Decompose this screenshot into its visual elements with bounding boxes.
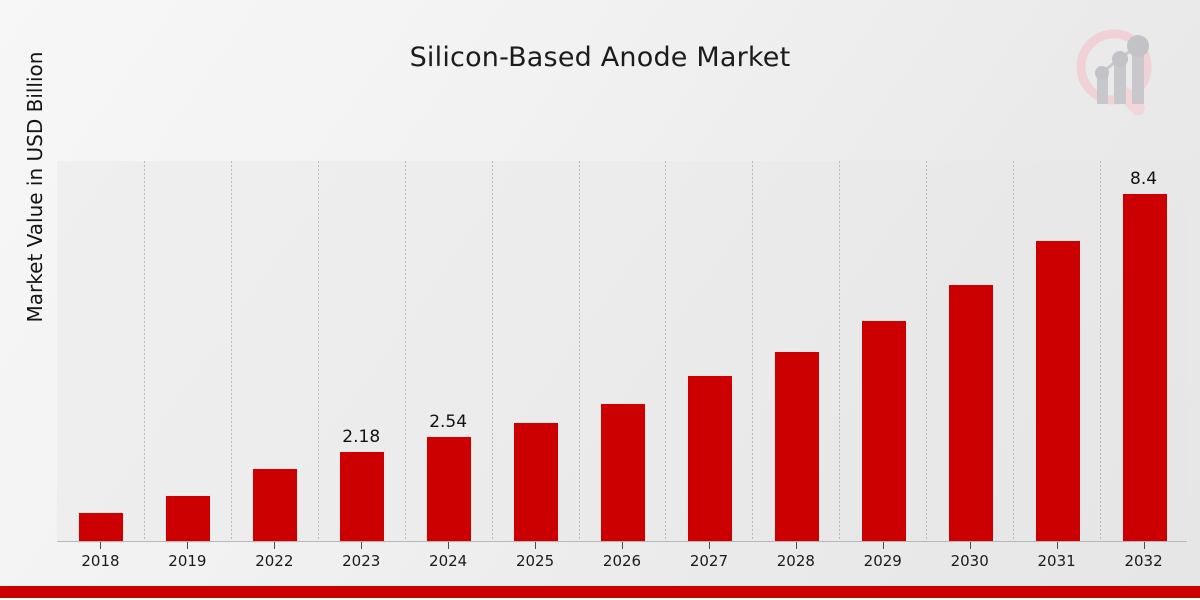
y-axis-label: Market Value in USD Billion	[23, 51, 47, 323]
gridline	[1100, 161, 1102, 542]
gridline	[491, 161, 493, 542]
x-axis-tick-label: 2024	[429, 552, 468, 570]
x-axis-tick-label: 2032	[1124, 552, 1163, 570]
x-axis-tick	[448, 542, 450, 549]
x-axis-tick	[882, 542, 884, 549]
x-axis-tick	[535, 542, 537, 549]
bar-value-label: 2.54	[429, 411, 468, 432]
x-axis-tick-label: 2023	[342, 552, 381, 570]
x-axis-tick-label: 2022	[255, 552, 294, 570]
gridline	[752, 161, 754, 542]
x-axis-tick	[795, 542, 797, 549]
x-axis-tick-label: 2027	[689, 552, 729, 570]
x-axis-tick	[708, 542, 710, 549]
gridline	[1013, 161, 1015, 542]
bar-2032[interactable]	[1121, 193, 1168, 543]
gridline	[926, 161, 928, 542]
x-axis-tick	[1143, 542, 1145, 549]
bar-value-label: 2.18	[342, 426, 381, 447]
plot-area	[57, 161, 1187, 543]
gridline	[230, 161, 232, 542]
gridline	[317, 161, 319, 542]
x-axis-tick	[100, 542, 102, 549]
bar-2026[interactable]	[600, 402, 646, 543]
bar-2029[interactable]	[860, 320, 907, 543]
x-axis-tick	[1056, 542, 1058, 549]
x-axis-tick	[969, 542, 971, 549]
gridline	[578, 161, 580, 542]
x-axis-tick-label: 2025	[515, 552, 555, 570]
bar-2018[interactable]	[78, 512, 125, 543]
gridline	[143, 161, 145, 542]
x-axis-tick-label: 2028	[776, 552, 815, 570]
bar-2028[interactable]	[773, 351, 820, 543]
x-axis-line	[57, 541, 1187, 542]
bar-2024[interactable]	[426, 435, 473, 543]
x-axis-tick-label: 2029	[863, 552, 902, 570]
gridline	[404, 161, 406, 542]
footer-white-strip	[0, 598, 1200, 600]
bar-2031[interactable]	[1034, 240, 1081, 543]
bar-value-label: 8.4	[1130, 169, 1158, 190]
x-axis-tick-label: 2019	[168, 552, 207, 570]
bar-2019[interactable]	[165, 495, 212, 543]
bar-2023[interactable]	[339, 450, 386, 543]
x-axis-tick-label: 2018	[81, 552, 120, 570]
bar-2030[interactable]	[947, 284, 994, 543]
x-axis-tick-label: 2031	[1037, 552, 1076, 570]
gridline	[665, 161, 667, 542]
x-axis-tick	[361, 542, 363, 549]
x-axis-tick	[187, 542, 189, 549]
bar-2025[interactable]	[513, 421, 560, 543]
gridline	[839, 161, 841, 542]
x-axis-tick	[622, 542, 623, 549]
bar-2022[interactable]	[252, 467, 299, 543]
page-title: Silicon-Based Anode Market	[409, 42, 791, 73]
magnifier-bar-chart-logo-icon	[1068, 22, 1172, 126]
x-axis-tick	[274, 542, 276, 549]
x-axis-tick-label: 2030	[950, 552, 989, 570]
bar-2027[interactable]	[686, 375, 733, 543]
footer-accent-stripe	[0, 586, 1200, 598]
x-axis-tick-label: 2026	[602, 552, 642, 570]
